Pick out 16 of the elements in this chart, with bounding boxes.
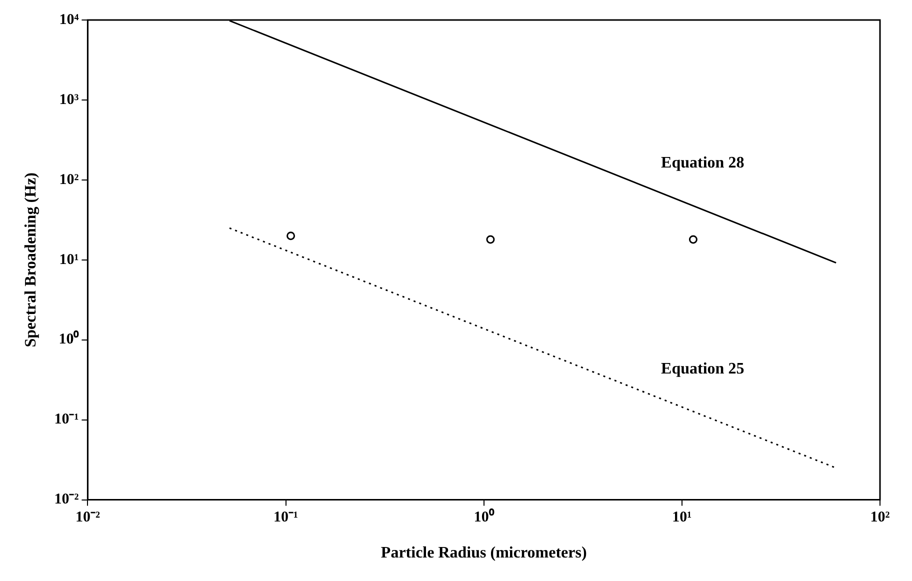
y-axis-title: Spectral Broadening (Hz) (22, 172, 40, 348)
y-tick-label: 10³ (59, 92, 80, 108)
x-axis-title: Particle Radius (micrometers) (380, 544, 587, 562)
x-tick-label: 10⁰ (474, 508, 495, 526)
x-tick-label: 10⁻² (75, 510, 100, 526)
y-tick-label: 10¹ (59, 252, 79, 268)
x-tick-label: 10² (870, 510, 890, 526)
y-tick-label: 10⁴ (59, 12, 80, 28)
x-tick-label: 10¹ (672, 510, 692, 526)
y-tick-label: 10² (59, 172, 80, 188)
y-tick-label: 10⁰ (58, 330, 80, 348)
series-label: Equation 25 (661, 360, 744, 378)
y-tick-label: 10⁻² (54, 492, 80, 508)
series-label: Equation 28 (661, 154, 744, 172)
y-tick-label: 10⁻¹ (54, 412, 79, 428)
x-tick-label: 10⁻¹ (274, 510, 298, 526)
